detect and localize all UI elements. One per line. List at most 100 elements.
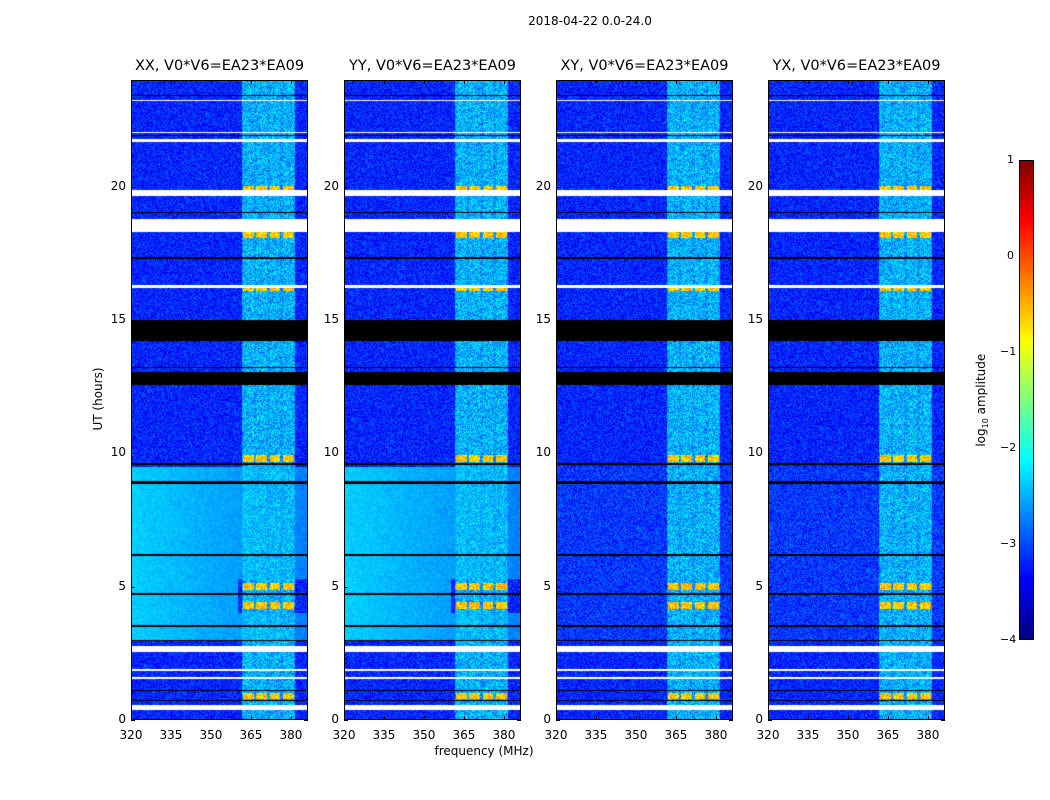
colorbar-tick-label: −3 bbox=[1000, 537, 1017, 550]
y-tick-label: 5 bbox=[118, 578, 126, 593]
x-tick-mark bbox=[887, 80, 889, 84]
colorbar-tick-label: −4 bbox=[1000, 633, 1017, 646]
x-tick-mark bbox=[344, 80, 345, 84]
x-tick-mark bbox=[503, 716, 505, 720]
x-tick-mark bbox=[556, 716, 557, 720]
panel-2: XY, V0*V6=EA23*EA09 320 335 350 365 380 0 5 10 15… bbox=[536, 58, 733, 742]
y-tick-mark bbox=[729, 320, 733, 321]
x-tick-label: 350 bbox=[624, 728, 648, 742]
x-tick-label: 350 bbox=[412, 728, 436, 742]
x-tick-mark bbox=[344, 716, 345, 720]
y-tick-label: 10 bbox=[323, 445, 339, 460]
y-tick-mark bbox=[768, 586, 772, 588]
y-tick-label: 10 bbox=[747, 445, 763, 460]
x-tick-mark bbox=[250, 80, 252, 84]
y-tick-label: 20 bbox=[323, 178, 339, 193]
y-tick-mark bbox=[941, 186, 945, 188]
y-tick-mark bbox=[344, 720, 348, 721]
x-tick-mark bbox=[463, 716, 465, 720]
x-tick-mark bbox=[675, 80, 677, 84]
x-tick-label: 365 bbox=[239, 728, 263, 742]
y-tick-mark bbox=[131, 453, 135, 455]
y-tick-mark bbox=[729, 586, 733, 588]
y-tick-mark bbox=[941, 453, 945, 455]
y-tick-mark bbox=[304, 720, 308, 721]
x-tick-mark bbox=[383, 80, 385, 84]
y-tick-mark bbox=[344, 586, 348, 588]
panel-0: XX, V0*V6=EA23*EA09 320 335 350 365 380 0 5 10 15… bbox=[111, 58, 308, 742]
x-tick-mark bbox=[210, 716, 212, 720]
x-tick-label: 320 bbox=[756, 728, 780, 742]
y-tick-label: 0 bbox=[331, 712, 339, 726]
x-tick-mark bbox=[927, 716, 929, 720]
y-tick-mark bbox=[344, 320, 348, 321]
y-tick-mark bbox=[304, 320, 308, 321]
y-tick-label: 15 bbox=[323, 312, 339, 326]
x-tick-mark bbox=[715, 716, 717, 720]
plot-frame bbox=[556, 80, 733, 720]
x-tick-mark bbox=[463, 80, 465, 84]
x-tick-label: 380 bbox=[916, 728, 940, 742]
x-tick-mark bbox=[595, 80, 597, 84]
y-tick-label: 0 bbox=[543, 712, 551, 726]
y-tick-mark bbox=[729, 453, 733, 455]
x-tick-label: 335 bbox=[796, 728, 820, 742]
y-tick-mark bbox=[304, 453, 308, 455]
x-tick-mark bbox=[383, 716, 385, 720]
panel-title: YY, V0*V6=EA23*EA09 bbox=[349, 58, 516, 74]
panel-title: XY, V0*V6=EA23*EA09 bbox=[560, 58, 729, 74]
x-tick-label: 335 bbox=[584, 728, 608, 742]
x-tick-mark bbox=[170, 80, 172, 84]
x-tick-mark bbox=[595, 716, 597, 720]
y-axis-label: UT (hours) bbox=[91, 367, 105, 431]
y-tick-mark bbox=[768, 186, 772, 188]
colorbar-label: log10 amplitude bbox=[973, 353, 991, 447]
y-tick-mark bbox=[517, 320, 521, 321]
y-tick-mark bbox=[131, 586, 135, 588]
y-tick-label: 10 bbox=[535, 445, 551, 460]
y-tick-mark bbox=[556, 453, 560, 455]
x-tick-label: 380 bbox=[279, 728, 303, 742]
y-tick-label: 10 bbox=[110, 445, 126, 460]
x-tick-mark bbox=[635, 716, 637, 720]
y-tick-mark bbox=[768, 320, 772, 321]
x-tick-label: 335 bbox=[159, 728, 183, 742]
y-tick-mark bbox=[344, 186, 348, 188]
y-tick-label: 20 bbox=[747, 178, 763, 193]
y-tick-label: 20 bbox=[535, 178, 551, 193]
y-tick-label: 15 bbox=[535, 312, 551, 326]
y-tick-mark bbox=[556, 586, 560, 588]
x-tick-mark bbox=[210, 80, 212, 84]
y-tick-mark bbox=[556, 186, 560, 188]
y-tick-mark bbox=[131, 320, 135, 321]
x-tick-mark bbox=[768, 80, 769, 84]
y-tick-mark bbox=[556, 320, 560, 321]
x-tick-mark bbox=[290, 716, 292, 720]
y-tick-label: 5 bbox=[331, 578, 339, 593]
y-tick-mark bbox=[556, 720, 560, 721]
plot-frame bbox=[131, 80, 308, 720]
x-tick-mark bbox=[715, 80, 717, 84]
y-tick-mark bbox=[304, 586, 308, 588]
y-tick-label: 5 bbox=[543, 578, 551, 593]
x-tick-label: 380 bbox=[704, 728, 728, 742]
x-tick-label: 350 bbox=[199, 728, 223, 742]
x-tick-mark bbox=[927, 80, 929, 84]
x-tick-mark bbox=[847, 80, 849, 84]
heatmap bbox=[768, 80, 945, 720]
y-tick-mark bbox=[131, 720, 135, 721]
x-tick-label: 335 bbox=[372, 728, 396, 742]
x-tick-mark bbox=[250, 716, 252, 720]
plot-frame bbox=[344, 80, 521, 720]
x-tick-mark bbox=[170, 716, 172, 720]
y-tick-mark bbox=[729, 720, 733, 721]
x-axis-label: frequency (MHz) bbox=[434, 744, 534, 758]
x-tick-mark bbox=[847, 716, 849, 720]
y-tick-mark bbox=[941, 720, 945, 721]
panel-title: YX, V0*V6=EA23*EA09 bbox=[772, 58, 941, 74]
x-tick-mark bbox=[556, 80, 557, 84]
x-tick-label: 380 bbox=[492, 728, 516, 742]
colorbar-tick-label: 1 bbox=[1007, 153, 1014, 166]
panel-title: XX, V0*V6=EA23*EA09 bbox=[134, 58, 305, 74]
